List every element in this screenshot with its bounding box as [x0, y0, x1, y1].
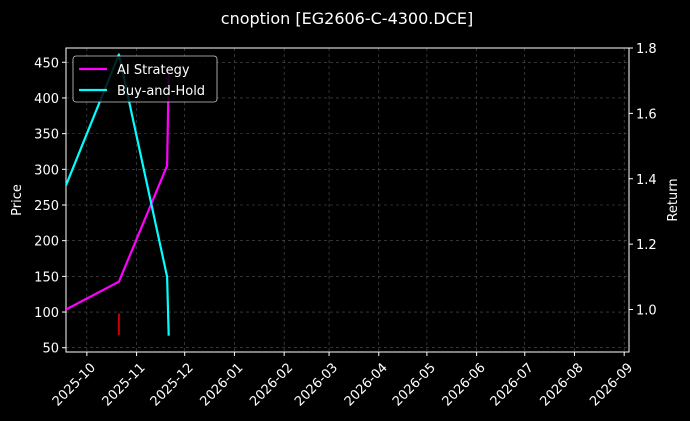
- legend-label: AI Strategy: [117, 63, 190, 78]
- legend-box: [72, 55, 218, 103]
- y-right-tick-label: 1.6: [636, 107, 657, 122]
- y-right-tick-label: 1.8: [636, 42, 657, 57]
- y-left-tick-label: 450: [34, 56, 59, 71]
- series-line-buy-and-hold: [66, 53, 170, 336]
- y-left-tick-label: 100: [34, 306, 59, 321]
- y-axis-right: 1.0 1.2 1.4 1.6 1.8: [629, 42, 657, 319]
- y-right-tick-label: 1.4: [636, 173, 657, 188]
- y-axis-left-title: Price: [10, 184, 25, 216]
- series-lines: [66, 53, 170, 336]
- chart-title: cnoption [EG2606-C-4300.DCE]: [221, 9, 473, 28]
- plot-area-border: [65, 47, 630, 353]
- y-left-tick-label: 300: [34, 163, 59, 178]
- y-right-tick-label: 1.0: [636, 304, 657, 319]
- y-left-tick-label: 350: [34, 128, 59, 143]
- y-axis-left: 50 100 150 200 250 300 350 400 450: [34, 56, 66, 357]
- y-left-tick-label: 250: [34, 199, 59, 214]
- axes-frame: [65, 47, 630, 353]
- y-left-tick-label: 150: [34, 270, 59, 285]
- y-right-tick-label: 1.2: [636, 238, 657, 253]
- legend-label: Buy-and-Hold: [117, 84, 205, 99]
- y-left-tick-label: 200: [34, 235, 59, 250]
- y-axis-right-title: Return: [666, 178, 681, 221]
- y-left-tick-label: 400: [34, 92, 59, 107]
- series-line-ai-strategy: [66, 74, 170, 311]
- y-left-tick-label: 50: [42, 342, 59, 357]
- legend: AI Strategy Buy-and-Hold: [72, 55, 218, 103]
